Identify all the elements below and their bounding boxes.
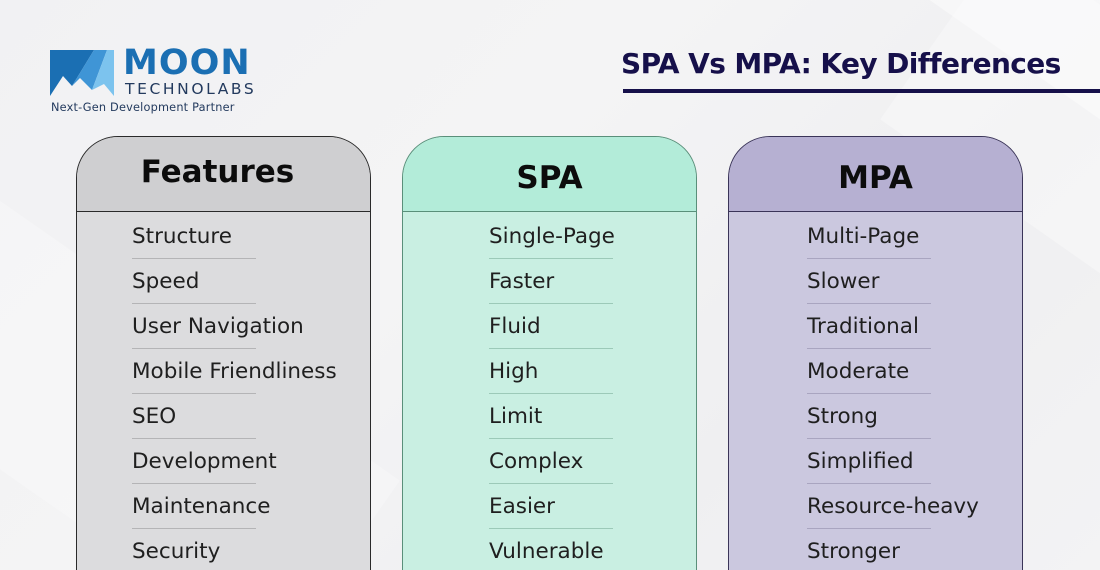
table-cell: Traditional bbox=[729, 304, 1022, 349]
table-cell: Structure bbox=[77, 214, 370, 259]
brand-subname: TECHNOLABS bbox=[125, 80, 257, 98]
column-body: Single-Page Faster Fluid High Limit Comp… bbox=[403, 212, 696, 570]
row-divider bbox=[807, 438, 931, 439]
column-heading: MPA bbox=[729, 137, 1022, 212]
moon-technolabs-logo-icon bbox=[50, 50, 114, 96]
table-cell: Single-Page bbox=[403, 214, 696, 259]
table-cell: Faster bbox=[403, 259, 696, 304]
table-cell: Simplified bbox=[729, 439, 1022, 484]
table-cell: Speed bbox=[77, 259, 370, 304]
brand-tagline: Next-Gen Development Partner bbox=[51, 101, 235, 114]
spa-column: SPA Single-Page Faster Fluid High Limit … bbox=[402, 136, 697, 570]
table-cell: Fluid bbox=[403, 304, 696, 349]
column-body: Structure Speed User Navigation Mobile F… bbox=[77, 212, 370, 570]
row-divider bbox=[807, 528, 931, 529]
column-body: Multi-Page Slower Traditional Moderate S… bbox=[729, 212, 1022, 570]
row-divider bbox=[132, 438, 256, 439]
table-cell: Security bbox=[132, 539, 221, 564]
row-divider bbox=[489, 528, 613, 529]
row-divider bbox=[807, 483, 931, 484]
brand-name: MOON bbox=[123, 43, 251, 83]
row-divider bbox=[132, 348, 256, 349]
brand-logo: MOON TECHNOLABS Next-Gen Development Par… bbox=[50, 43, 260, 120]
table-cell: User Navigation bbox=[77, 304, 370, 349]
row-divider bbox=[489, 348, 613, 349]
row-divider bbox=[132, 483, 256, 484]
row-divider bbox=[132, 393, 256, 394]
mpa-column: MPA Multi-Page Slower Traditional Modera… bbox=[728, 136, 1023, 570]
table-cell: Slower bbox=[729, 259, 1022, 304]
table-cell: Development bbox=[77, 439, 370, 484]
row-divider bbox=[132, 528, 256, 529]
page-title: SPA Vs MPA: Key Differences bbox=[621, 47, 1061, 80]
row-divider bbox=[807, 303, 931, 304]
table-cell: Stronger bbox=[807, 539, 900, 564]
column-heading: Features bbox=[77, 137, 370, 212]
title-underline bbox=[623, 89, 1100, 93]
table-cell: Easier bbox=[403, 484, 696, 529]
row-divider bbox=[807, 348, 931, 349]
row-divider bbox=[807, 258, 931, 259]
table-cell: SEO bbox=[77, 394, 370, 439]
table-cell: Maintenance bbox=[77, 484, 370, 529]
table-cell: Moderate bbox=[729, 349, 1022, 394]
row-divider bbox=[489, 483, 613, 484]
row-divider bbox=[489, 393, 613, 394]
table-cell: Vulnerable bbox=[489, 539, 604, 564]
table-cell: High bbox=[403, 349, 696, 394]
row-divider bbox=[489, 258, 613, 259]
table-cell: Limit bbox=[403, 394, 696, 439]
table-cell: Resource-heavy bbox=[729, 484, 1022, 529]
row-divider bbox=[489, 438, 613, 439]
features-column: Features Structure Speed User Navigation… bbox=[76, 136, 371, 570]
column-heading: SPA bbox=[403, 137, 696, 212]
row-divider bbox=[132, 258, 256, 259]
row-divider bbox=[807, 393, 931, 394]
table-cell: Multi-Page bbox=[729, 214, 1022, 259]
row-divider bbox=[132, 303, 256, 304]
table-cell: Mobile Friendliness bbox=[77, 349, 370, 394]
table-cell: Complex bbox=[403, 439, 696, 484]
table-cell: Strong bbox=[729, 394, 1022, 439]
row-divider bbox=[489, 303, 613, 304]
